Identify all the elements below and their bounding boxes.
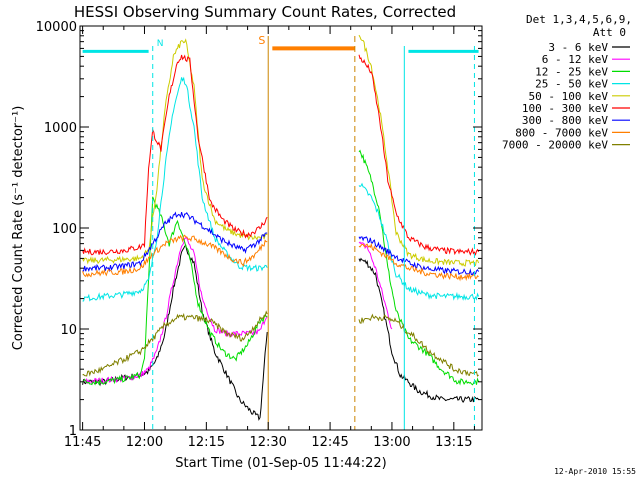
- series-line-50-100-kev-after-gap: [358, 34, 480, 267]
- x-tick-label: 12:45: [311, 435, 348, 450]
- series-line-6-12-kev: [82, 237, 268, 385]
- legend-label-6-12-kev: 6 - 12 keV: [542, 53, 609, 66]
- saa-flag-label: S: [258, 34, 265, 47]
- x-tick-label: 13:00: [373, 435, 410, 450]
- legend-header-line-2: Att 0: [593, 26, 626, 39]
- legend-header-line-1: Det 1,3,4,5,6,9,: [526, 13, 632, 26]
- series-line-12-25-kev-after-gap: [358, 149, 480, 386]
- y-tick-label: 10000: [36, 20, 77, 35]
- x-tick-label: 12:30: [249, 435, 286, 450]
- x-tick-label: 12:00: [126, 435, 163, 450]
- y-tick-label: 1000: [44, 121, 77, 136]
- series-line-25-50-kev-after-gap: [358, 182, 480, 301]
- x-tick-label: 13:15: [435, 435, 472, 450]
- x-axis: 11:45 12:00 12:15 12:30 12:45 13:00 13:15: [64, 26, 475, 450]
- y-tick-label: 100: [52, 222, 77, 237]
- series-line-6-12-kev-after-gap: [358, 241, 393, 330]
- series-line-800-7000-kev-after-gap: [358, 242, 479, 282]
- y-tick-label: 1: [69, 424, 77, 439]
- x-tick-label: 11:45: [64, 435, 101, 450]
- plot-content: [82, 34, 480, 421]
- night-flag-label: N: [157, 39, 164, 49]
- series-line-100-300-kev: [82, 54, 268, 256]
- series-line-7000-20000-kev: [82, 310, 268, 377]
- x-tick-label: 12:15: [188, 435, 225, 450]
- series-line-800-7000-kev: [82, 234, 268, 278]
- legend-label-12-25-kev: 12 - 25 keV: [535, 65, 608, 78]
- series-line-3-6-kev-after-gap: [358, 257, 479, 404]
- legend-label-50-100-kev: 50 - 100 keV: [529, 90, 609, 103]
- footer-date: 12-Apr-2010 15:55: [554, 467, 636, 476]
- series-line-25-50-kev: [82, 76, 268, 302]
- chart-title: HESSI Observing Summary Count Rates, Cor…: [74, 3, 456, 21]
- series-line-12-25-kev: [82, 196, 268, 386]
- legend-label-300-800-kev: 300 - 800 keV: [522, 114, 608, 127]
- y-tick-label: 10: [60, 323, 77, 338]
- x-axis-label: Start Time (01-Sep-05 11:44:22): [175, 456, 386, 471]
- series-line-100-300-kev-after-gap: [358, 54, 480, 256]
- series-line-7000-20000-kev-after-gap: [358, 313, 479, 377]
- series-line-50-100-kev: [82, 38, 268, 265]
- legend-label-7000-20000-kev: 7000 - 20000 keV: [502, 139, 608, 152]
- y-axis: 1 10 100 1000 10000: [36, 20, 482, 439]
- legend-label-100-300-kev: 100 - 300 keV: [522, 102, 608, 115]
- series-line-300-800-kev: [82, 211, 268, 273]
- series-line-300-800-kev-after-gap: [358, 236, 480, 276]
- legend-label-3-6-kev: 3 - 6 keV: [548, 41, 608, 54]
- legend-label-800-7000-kev: 800 - 7000 keV: [515, 126, 608, 139]
- legend-label-25-50-kev: 25 - 50 keV: [535, 78, 608, 91]
- y-axis-label: Corrected Count Rate (s⁻¹ detector⁻¹): [11, 106, 26, 351]
